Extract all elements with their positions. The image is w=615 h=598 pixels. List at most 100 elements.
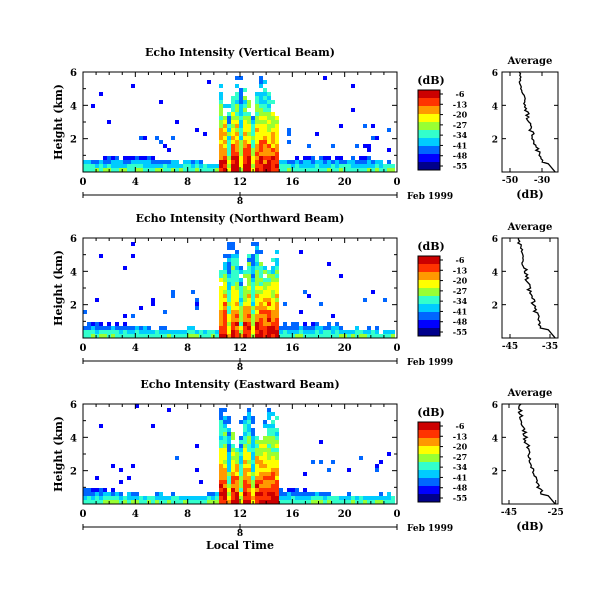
heatmap-cell — [275, 164, 279, 168]
colorbar-swatch — [418, 430, 440, 433]
heatmap-cell — [227, 444, 231, 448]
heatmap-cell — [247, 452, 251, 456]
heatmap-cell — [195, 500, 199, 504]
heatmap-cell — [251, 456, 255, 460]
heatmap-cell — [255, 464, 259, 468]
heatmap-cell — [255, 164, 259, 168]
heatmap-cell — [163, 144, 167, 148]
heatmap-cell — [167, 168, 171, 172]
heatmap-cell — [267, 306, 271, 310]
heatmap-cell — [375, 164, 379, 168]
heatmap-cell — [243, 428, 247, 432]
heatmap-cell — [271, 318, 275, 322]
heatmap-cell — [267, 408, 271, 412]
heatmap-cell — [91, 160, 95, 164]
heatmap-cell — [251, 452, 255, 456]
heatmap-cell — [107, 156, 111, 160]
heatmap-cell — [243, 168, 247, 172]
heatmap-cell — [303, 290, 307, 294]
heatmap-cell — [151, 334, 155, 338]
heatmap-cell — [171, 290, 175, 294]
heatmap-cell — [191, 334, 195, 338]
heatmap-cell — [231, 266, 235, 270]
heatmap-cell — [251, 136, 255, 140]
heatmap-cell — [159, 160, 163, 164]
heatmap-cell — [87, 164, 91, 168]
heatmap-cell — [219, 472, 223, 476]
heatmap-cell — [259, 500, 263, 504]
heatmap-cell — [259, 100, 263, 104]
heatmap-cell — [159, 140, 163, 144]
x-tick-label: 12 — [233, 177, 247, 188]
heatmap-cell — [231, 100, 235, 104]
average-x-label: (dB) — [516, 188, 543, 201]
heatmap-cell — [255, 128, 259, 132]
heatmap-cell — [275, 334, 279, 338]
heatmap-cell — [247, 440, 251, 444]
heatmap-cell — [359, 496, 363, 500]
heatmap-cell — [239, 468, 243, 472]
heatmap-cell — [335, 322, 339, 326]
heatmap-cell — [235, 472, 239, 476]
heatmap-cell — [99, 488, 103, 492]
heatmap-cell — [311, 460, 315, 464]
heatmap-cell — [267, 330, 271, 334]
heatmap-cell — [371, 290, 375, 294]
colorbar-swatch — [418, 428, 440, 431]
heatmap-cell — [231, 246, 235, 250]
heatmap-cell — [239, 492, 243, 496]
colorbar-swatch — [418, 258, 440, 261]
heatmap-cell — [355, 168, 359, 172]
heatmap-cell — [211, 492, 215, 496]
heatmap-cell — [187, 160, 191, 164]
colorbar-swatch — [418, 458, 440, 461]
colorbar-swatch — [418, 116, 440, 119]
heatmap-cell — [143, 160, 147, 164]
heatmap-cell — [363, 124, 367, 128]
colorbar-swatch — [418, 472, 440, 475]
heatmap-cell — [235, 476, 239, 480]
heatmap-cell — [171, 334, 175, 338]
heatmap-cell — [251, 330, 255, 334]
heatmap-cell — [171, 492, 175, 496]
heatmap-cell — [99, 330, 103, 334]
heatmap-cell — [311, 500, 315, 504]
colorbar-swatch — [418, 494, 440, 497]
heatmap-cell — [235, 104, 239, 108]
heatmap-cell — [379, 460, 383, 464]
heatmap-cell — [131, 168, 135, 172]
heatmap-cell — [243, 330, 247, 334]
colorbar-swatch — [418, 274, 440, 277]
heatmap-cell — [83, 488, 87, 492]
heatmap-cell — [271, 112, 275, 116]
heatmap-cell — [127, 334, 131, 338]
colorbar-swatch — [418, 334, 440, 337]
colorbar-swatch — [418, 280, 440, 283]
heatmap-cell — [207, 164, 211, 168]
colorbar-swatch — [418, 256, 440, 259]
heatmap-cell — [99, 92, 103, 96]
heatmap-cell — [163, 310, 167, 314]
heatmap-cell — [231, 310, 235, 314]
heatmap-cell — [195, 164, 199, 168]
heatmap-cell — [255, 436, 259, 440]
heatmap-cell — [255, 104, 259, 108]
heatmap-cell — [259, 468, 263, 472]
heatmap-cell — [251, 116, 255, 120]
heatmap-cell — [111, 496, 115, 500]
heatmap-cell — [163, 330, 167, 334]
heatmap-cell — [107, 164, 111, 168]
heatmap-cell — [151, 496, 155, 500]
heatmap-cell — [263, 128, 267, 132]
heatmap-cell — [223, 322, 227, 326]
heatmap-cell — [175, 500, 179, 504]
heatmap-cell — [131, 160, 135, 164]
heatmap-cell — [243, 140, 247, 144]
heatmap-cell — [235, 156, 239, 160]
heatmap-cell — [255, 92, 259, 96]
heatmap-cell — [255, 334, 259, 338]
heatmap-cell — [371, 168, 375, 172]
heatmap-cell — [139, 334, 143, 338]
heatmap-cell — [275, 132, 279, 136]
heatmap-cell — [195, 306, 199, 310]
